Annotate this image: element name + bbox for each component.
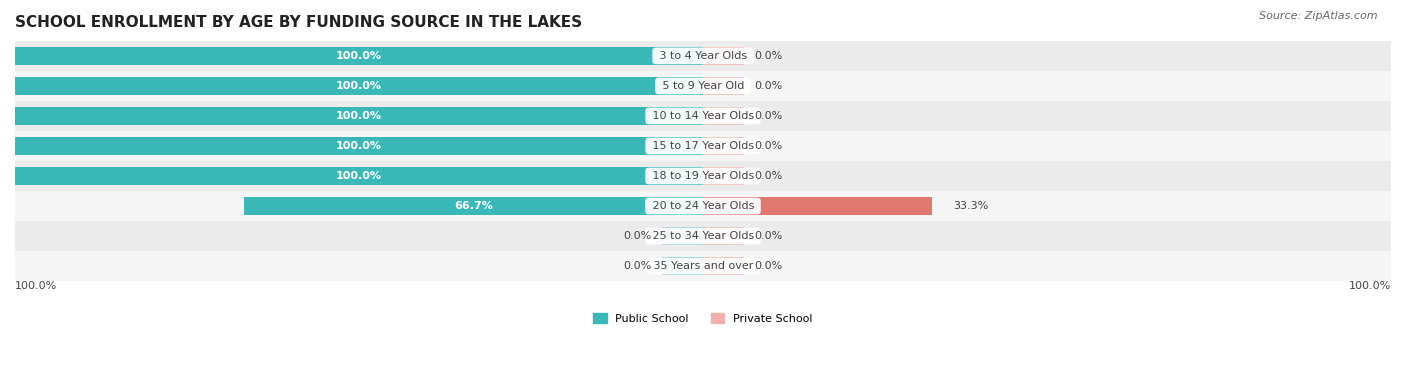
- Text: 18 to 19 Year Olds: 18 to 19 Year Olds: [648, 171, 758, 181]
- Bar: [703, 107, 744, 125]
- Text: 0.0%: 0.0%: [755, 111, 783, 121]
- Bar: [15, 131, 1391, 161]
- Text: 66.7%: 66.7%: [454, 201, 494, 211]
- Bar: [703, 137, 744, 155]
- Text: 100.0%: 100.0%: [336, 51, 382, 61]
- Text: 0.0%: 0.0%: [755, 81, 783, 91]
- Text: 10 to 14 Year Olds: 10 to 14 Year Olds: [648, 111, 758, 121]
- Text: 35 Years and over: 35 Years and over: [650, 261, 756, 271]
- Text: 0.0%: 0.0%: [623, 261, 651, 271]
- Bar: [662, 227, 703, 245]
- Bar: [662, 257, 703, 275]
- Bar: [15, 137, 703, 155]
- Bar: [15, 41, 1391, 71]
- Text: 100.0%: 100.0%: [336, 111, 382, 121]
- Text: SCHOOL ENROLLMENT BY AGE BY FUNDING SOURCE IN THE LAKES: SCHOOL ENROLLMENT BY AGE BY FUNDING SOUR…: [15, 15, 582, 30]
- Bar: [703, 227, 744, 245]
- Text: 100.0%: 100.0%: [336, 81, 382, 91]
- Text: 3 to 4 Year Olds: 3 to 4 Year Olds: [655, 51, 751, 61]
- Legend: Public School, Private School: Public School, Private School: [589, 309, 817, 328]
- Bar: [15, 71, 1391, 101]
- Bar: [15, 101, 1391, 131]
- Text: 0.0%: 0.0%: [623, 231, 651, 241]
- Text: 33.3%: 33.3%: [953, 201, 988, 211]
- Bar: [15, 191, 1391, 221]
- Text: 5 to 9 Year Old: 5 to 9 Year Old: [658, 81, 748, 91]
- Text: 100.0%: 100.0%: [336, 171, 382, 181]
- Text: 100.0%: 100.0%: [1348, 281, 1391, 291]
- Bar: [703, 197, 932, 215]
- Bar: [15, 167, 703, 185]
- Text: 100.0%: 100.0%: [15, 281, 58, 291]
- Bar: [15, 107, 703, 125]
- Bar: [703, 167, 744, 185]
- Bar: [15, 161, 1391, 191]
- Text: Source: ZipAtlas.com: Source: ZipAtlas.com: [1260, 11, 1378, 21]
- Text: 0.0%: 0.0%: [755, 231, 783, 241]
- Bar: [703, 77, 744, 95]
- Text: 0.0%: 0.0%: [755, 51, 783, 61]
- Bar: [15, 251, 1391, 281]
- Text: 25 to 34 Year Olds: 25 to 34 Year Olds: [648, 231, 758, 241]
- Text: 20 to 24 Year Olds: 20 to 24 Year Olds: [648, 201, 758, 211]
- Bar: [703, 47, 744, 65]
- Bar: [703, 257, 744, 275]
- Text: 100.0%: 100.0%: [336, 141, 382, 151]
- Bar: [15, 47, 703, 65]
- Bar: [15, 221, 1391, 251]
- Bar: [245, 197, 703, 215]
- Text: 15 to 17 Year Olds: 15 to 17 Year Olds: [648, 141, 758, 151]
- Text: 0.0%: 0.0%: [755, 171, 783, 181]
- Bar: [15, 77, 703, 95]
- Text: 0.0%: 0.0%: [755, 261, 783, 271]
- Text: 0.0%: 0.0%: [755, 141, 783, 151]
